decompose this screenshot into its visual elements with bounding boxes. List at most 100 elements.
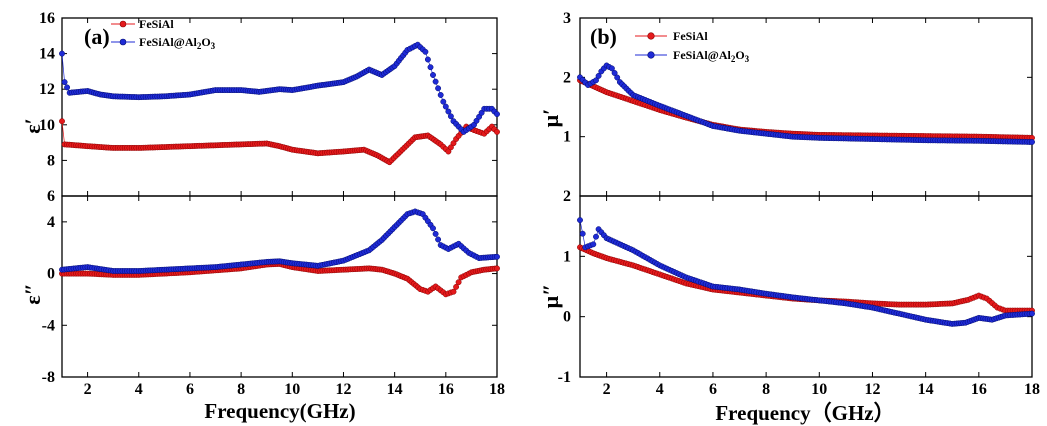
legend-b-swatch-marker-1 [647,32,655,40]
data-point [595,72,602,79]
legend-a-label-2-sub2: 3 [211,41,216,51]
data-point [1029,310,1035,317]
data-point [432,78,439,85]
y-tick-label: -8 [42,369,55,386]
x-tick-label: 2 [84,381,92,398]
data-point [435,236,442,243]
x-tick-label: 12 [335,381,351,398]
data-point [59,118,65,125]
data-point [593,233,599,240]
x-axis-title-a: Frequency(GHz) [204,399,355,423]
data-point [447,113,454,120]
y-tick-label: 3 [563,10,571,27]
series-line [61,121,498,163]
panel-a-top: 6 8 10 12 14 16 ε′ [20,10,500,205]
data-point [611,70,618,76]
x-tick-label: 16 [971,381,987,398]
x-tick-label: 8 [762,381,770,398]
y-tick-label: 10 [39,117,55,134]
x-tick-label: 18 [1024,381,1040,398]
legend-a-label-2-prefix: FeSiAl@Al [139,35,197,49]
x-tick-label: 4 [656,381,664,398]
y-tick-label: 4 [47,214,55,231]
y-tick-label: 2 [563,69,571,86]
data-point [422,48,429,55]
data-point [445,108,452,115]
data-point [447,144,454,151]
data-point [494,128,500,135]
y-tick-label: 6 [47,188,55,205]
legend-b-label-2: FeSiAl@Al2O3 [673,48,750,64]
legend-b-label-1: FeSiAl [673,29,708,43]
legend-b-swatch-marker-2 [647,51,655,59]
legend-b-label-2-sub1: 2 [731,54,736,64]
legend-b: FeSiAl FeSiAl@Al2O3 [635,29,750,64]
data-point [64,84,71,91]
panel-a-bottom: 2 4 6 8 10 12 14 16 18 -8 -4 0 4 ε″ [20,195,505,398]
x-tick-label: 4 [135,381,143,398]
data-point [424,56,431,63]
data-point [435,85,442,92]
y-tick-label: 16 [39,10,55,27]
x-tick-label: 18 [489,381,505,398]
y-tick-label: 12 [39,81,55,98]
legend-a-swatch-marker-2 [119,38,127,46]
legend-a-label-2-mid: O [201,35,210,49]
data-point [593,77,599,84]
data-point [579,230,586,237]
data-point [427,64,434,71]
x-tick-label: 10 [284,381,300,398]
legend-b-label-2-sub2: 3 [745,54,750,64]
legend-a-label-2: FeSiAl@Al2O3 [139,35,216,51]
plot-frame-a-bottom [61,195,498,378]
series-b-top-FeSiAl [577,77,1035,141]
y-tick-label: -4 [42,317,55,334]
y-tick-label: -1 [558,369,571,386]
data-point [608,65,615,72]
data-point [494,253,500,260]
data-point [440,98,447,105]
y-tick-label: 8 [47,152,55,169]
series-a-bottom-FeSiAl [59,260,500,298]
x-tick-label: 6 [709,381,717,398]
data-point [590,241,597,248]
plot-frame-a-top [61,17,498,197]
data-point [577,217,583,224]
series-b-top-FeSiAl@Al2O3 [577,62,1035,145]
data-point [442,103,449,110]
x-tick-label: 6 [186,381,194,398]
x-tick-label: 16 [438,381,454,398]
y-tick-label: 1 [563,248,571,265]
y-tick-label: 1 [563,129,571,146]
legend-b-label-2-mid: O [735,48,744,62]
series-a-top-FeSiAl [59,118,500,166]
data-point [453,283,460,290]
data-point [430,225,436,232]
legend-a-label-1: FeSiAl [139,17,174,31]
plot-frame-b-bottom [579,195,1033,378]
y-tick-label: 0 [563,309,571,326]
y-tick-label: 2 [563,188,571,205]
x-tick-label: 2 [603,381,611,398]
x-axis-title-b: Frequency（GHz） [715,401,894,425]
series-a-bottom-FeSiAl@Al2O3 [59,208,500,274]
x-tick-label: 14 [387,381,403,398]
data-point [450,288,457,295]
y-tick-label: 0 [47,266,55,283]
data-point [430,72,436,78]
data-point [450,140,457,147]
x-tick-label: 10 [811,381,827,398]
legend-a-swatch-marker-1 [119,20,127,28]
series-line [579,79,1033,139]
data-point [614,74,621,81]
y-axis-title-a-top: ε′ [20,118,45,134]
legend-a: FeSiAl FeSiAl@Al2O3 [111,17,216,51]
x-tick-label: 12 [864,381,880,398]
data-point [494,265,500,272]
y-tick-label: 14 [39,46,55,63]
data-point [1029,139,1035,145]
panel-b-label: (b) [590,24,617,49]
